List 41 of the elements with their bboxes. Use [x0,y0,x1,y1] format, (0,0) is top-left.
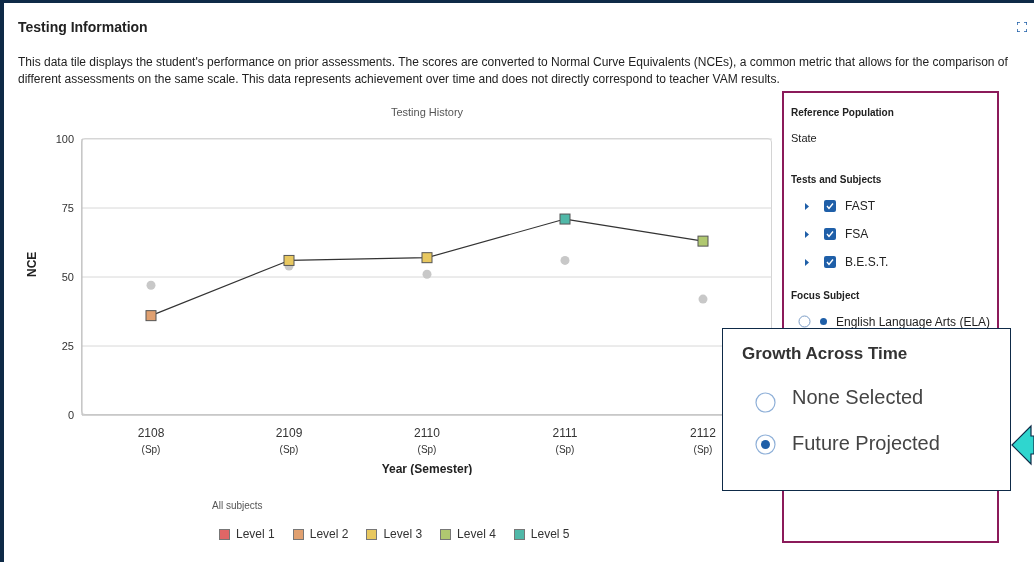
y-tick-label: 100 [55,132,74,145]
point [421,252,433,264]
legend-label: Level 3 [383,527,423,541]
annotation: Growth Across Time [742,344,908,364]
point [422,269,432,279]
x-tick-label: 2112 (Sp) [690,426,717,455]
x-tick-label: 2109 (Sp) [275,426,303,455]
point [283,254,295,266]
y-tick-label: 0 [67,408,74,421]
point [698,294,708,304]
x-tick-label: 2111 (Sp) [552,426,578,455]
text: Testing Information [18,19,148,35]
text: State [791,132,817,144]
point [697,235,709,247]
legend-title: All subjects [212,500,264,511]
text: Reference Population [791,107,894,118]
y-tick-label: 25 [61,339,74,352]
legend-label: Level 5 [530,527,570,541]
point [559,213,571,225]
text: Future Projected [792,432,940,455]
y-tick-label: 50 [61,270,74,283]
legend-label: Level 4 [457,527,496,541]
point [146,280,156,290]
text: FAST [845,199,876,213]
text: None Selected [792,386,924,409]
legend-label: Level 2 [309,527,349,541]
legend-label: Level 1 [236,527,275,541]
text: B.E.S.T. [845,255,889,269]
y-tick-label: 75 [61,201,74,214]
text: FSA [845,227,869,241]
point [145,310,157,322]
y-axis-title: NCE [25,251,40,277]
text: This data tile displays the student's performance on prior assessments. The scores are converted to Normal Curve Equivalents (NCEs), a common metric that allows for the comparison of different assessments on the same scale. This data represents achievement over time and does not directly correspond to teacher VAM results. [18,54,1009,88]
point [560,255,570,265]
text: Tests and Subjects [791,174,882,185]
x-axis-title: Year (Semester) [381,462,473,476]
text: Focus Subject [791,290,860,301]
x-tick-label: 2108 (Sp) [137,426,165,455]
text: English Language Arts (ELA) [836,315,991,329]
x-tick-label: 2110 (Sp) [414,426,441,455]
chart-title: Testing History [389,106,465,118]
